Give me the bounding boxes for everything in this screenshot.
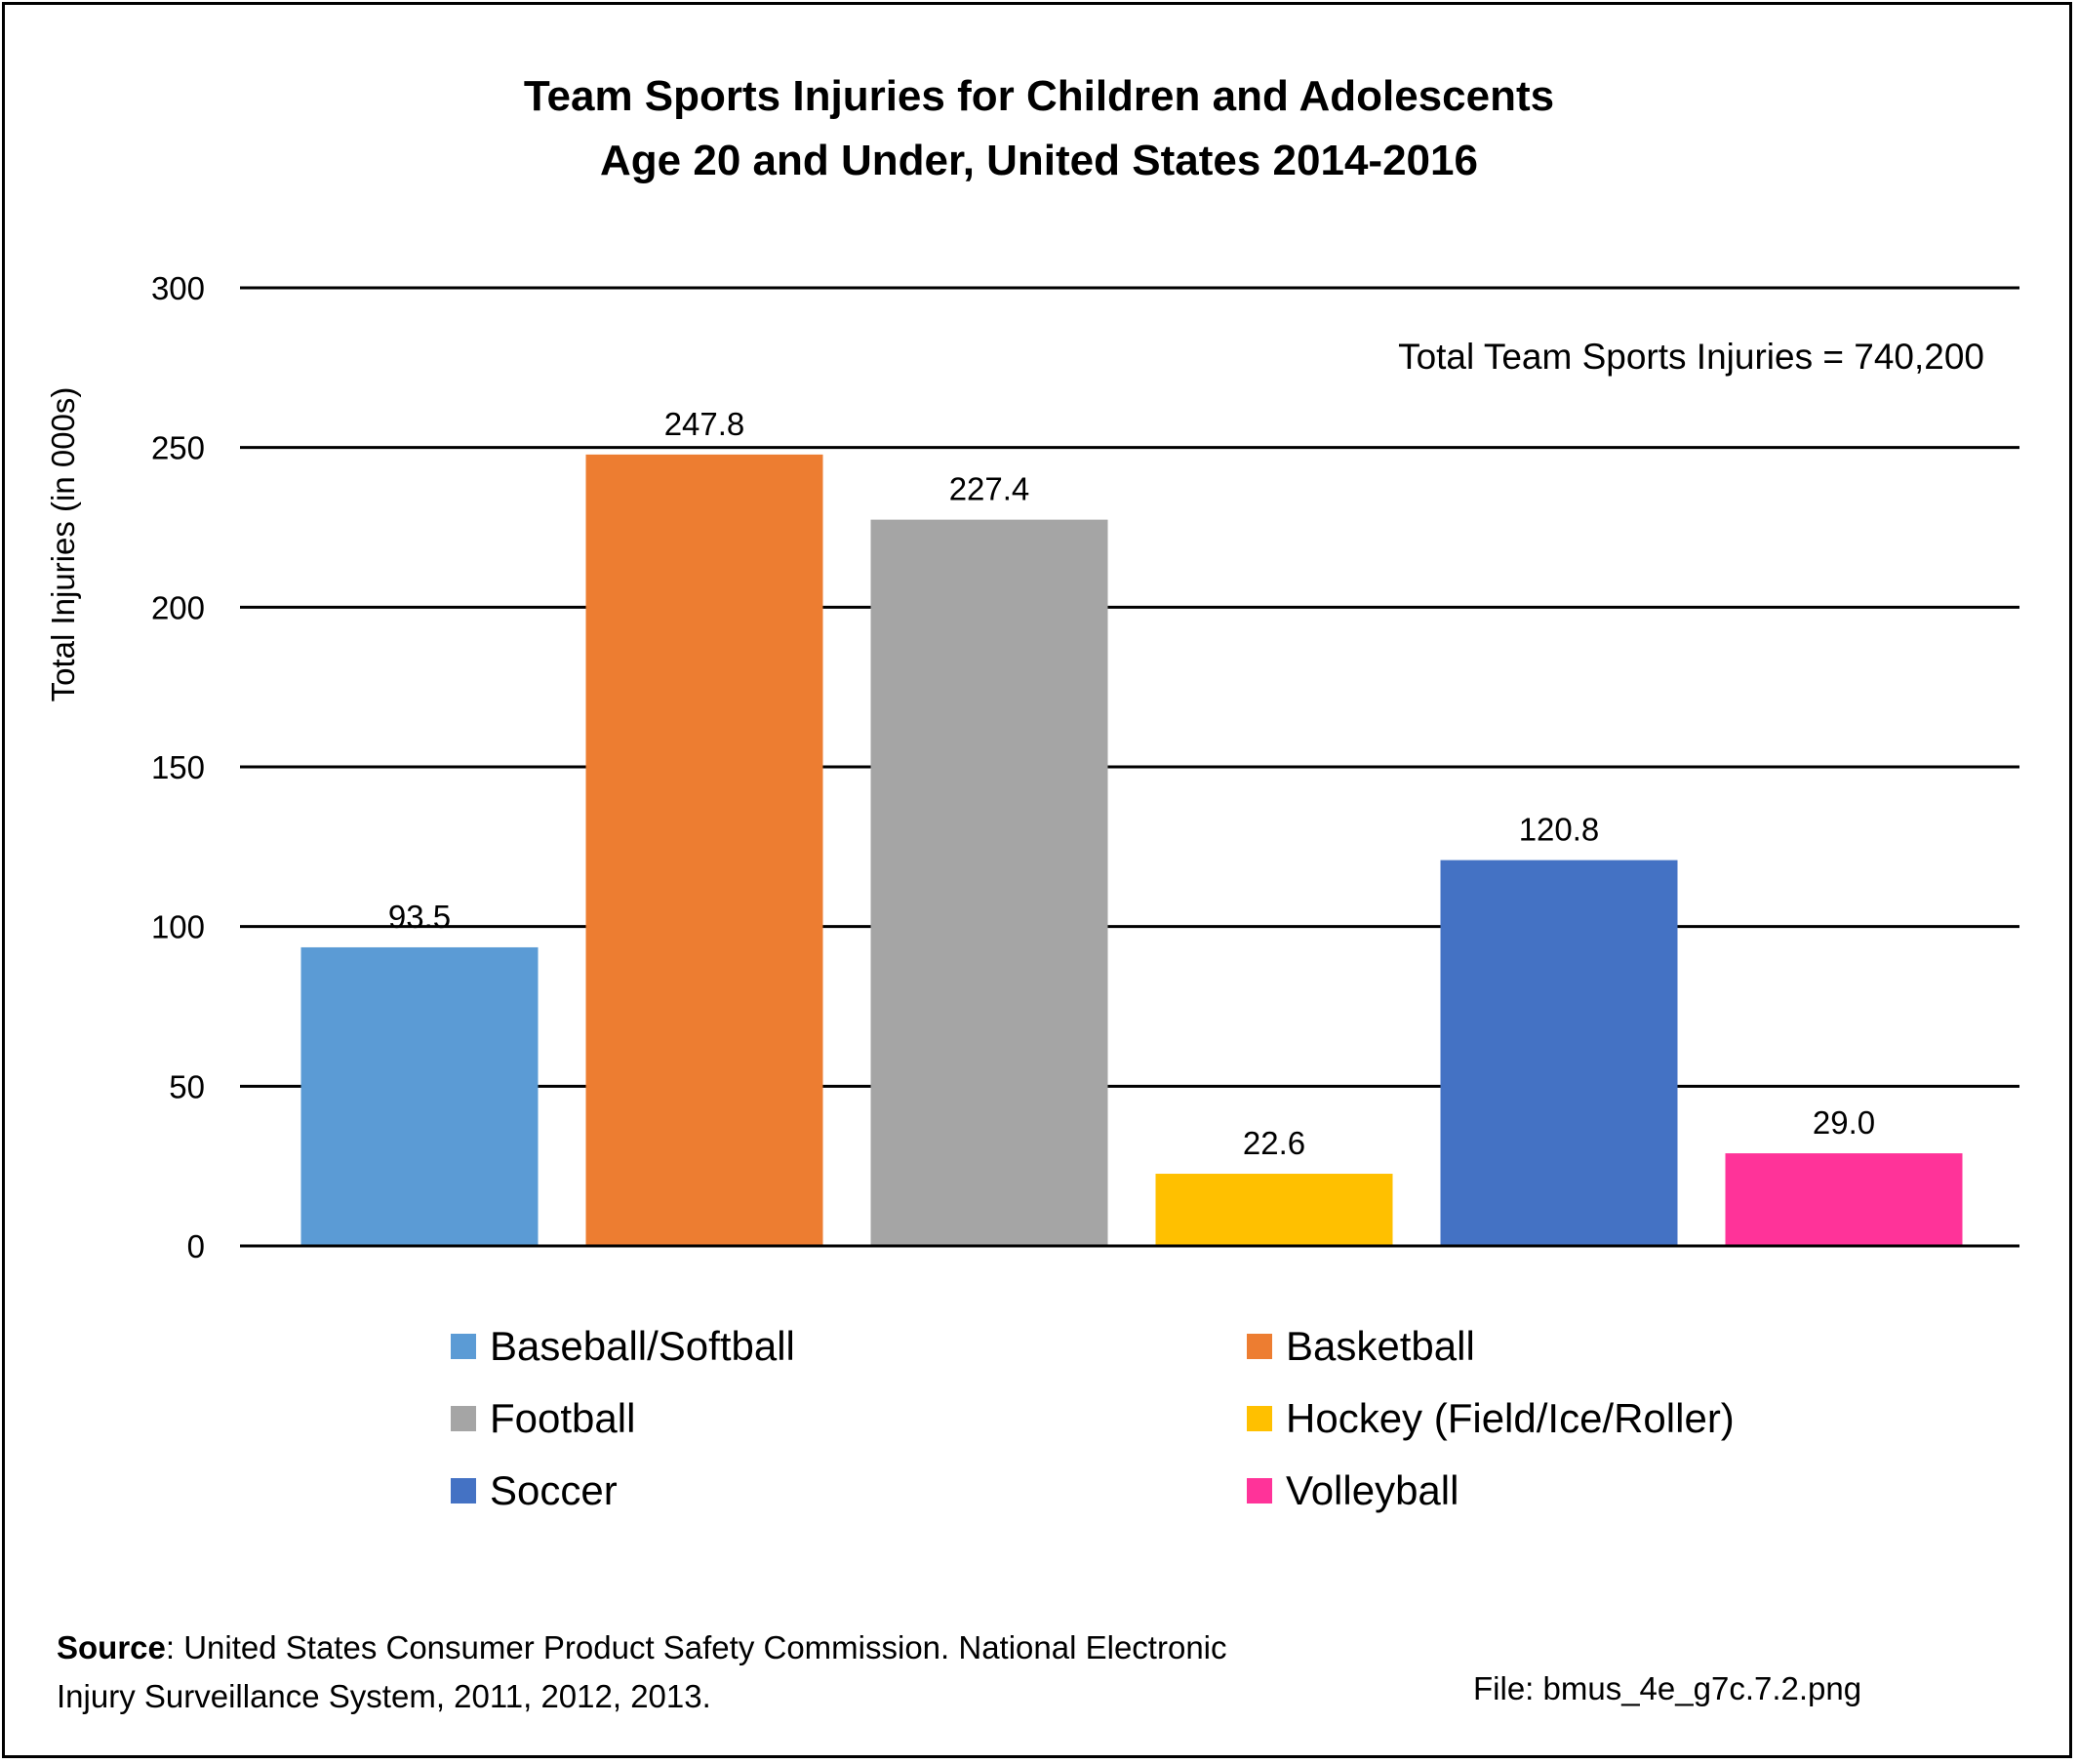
bar bbox=[1725, 1153, 1963, 1246]
data-label: 29.0 bbox=[1813, 1104, 1875, 1141]
source-label: Source bbox=[57, 1629, 166, 1665]
legend-swatch bbox=[451, 1478, 476, 1503]
data-label: 93.5 bbox=[388, 899, 451, 935]
y-tick-label: 150 bbox=[151, 749, 205, 785]
legend-label: Soccer bbox=[490, 1467, 618, 1513]
legend-swatch bbox=[1247, 1334, 1272, 1359]
data-label: 247.8 bbox=[664, 406, 745, 442]
legend-label: Basketball bbox=[1286, 1323, 1475, 1369]
data-label: 227.4 bbox=[949, 471, 1030, 507]
source-text: : United States Consumer Product Safety … bbox=[57, 1629, 1227, 1714]
legend-item: Baseball/Softball bbox=[451, 1323, 795, 1370]
data-label: 22.6 bbox=[1243, 1125, 1305, 1161]
y-tick-label: 300 bbox=[151, 270, 205, 306]
total-annotation: Total Team Sports Injuries = 740,200 bbox=[1398, 337, 1984, 377]
legend-label: Football bbox=[490, 1395, 636, 1441]
y-tick-label: 200 bbox=[151, 589, 205, 625]
legend-item: Football bbox=[451, 1395, 635, 1442]
bar bbox=[870, 519, 1108, 1246]
data-label: 120.8 bbox=[1519, 812, 1600, 848]
y-tick-label: 250 bbox=[151, 430, 205, 466]
bar bbox=[1440, 860, 1678, 1246]
legend-swatch bbox=[451, 1334, 476, 1359]
legend-swatch bbox=[451, 1406, 476, 1431]
legend-swatch bbox=[1247, 1478, 1272, 1503]
legend-item: Basketball bbox=[1247, 1323, 1475, 1370]
chart-subtitle: Age 20 and Under, United States 2014-201… bbox=[600, 137, 1478, 184]
bar bbox=[300, 946, 539, 1246]
chart-title: Team Sports Injuries for Children and Ad… bbox=[523, 72, 1555, 120]
y-tick-label: 100 bbox=[151, 909, 205, 945]
source-note: Source: United States Consumer Product S… bbox=[57, 1624, 1227, 1721]
legend-label: Baseball/Softball bbox=[490, 1323, 795, 1369]
y-tick-label: 0 bbox=[187, 1228, 205, 1264]
bar bbox=[585, 454, 823, 1246]
bar bbox=[1155, 1174, 1393, 1246]
legend-label: Hockey (Field/Ice/Roller) bbox=[1286, 1395, 1735, 1441]
y-tick-label: 50 bbox=[169, 1068, 205, 1104]
legend-item: Hockey (Field/Ice/Roller) bbox=[1247, 1395, 1735, 1442]
file-label: File: bmus_4e_g7c.7.2.png bbox=[1473, 1670, 1862, 1706]
legend-item: Volleyball bbox=[1247, 1467, 1459, 1514]
legend-label: Volleyball bbox=[1286, 1467, 1459, 1513]
legend-item: Soccer bbox=[451, 1467, 618, 1514]
legend-swatch bbox=[1247, 1406, 1272, 1431]
y-axis-label: Total Injuries (in 000s) bbox=[45, 387, 81, 702]
